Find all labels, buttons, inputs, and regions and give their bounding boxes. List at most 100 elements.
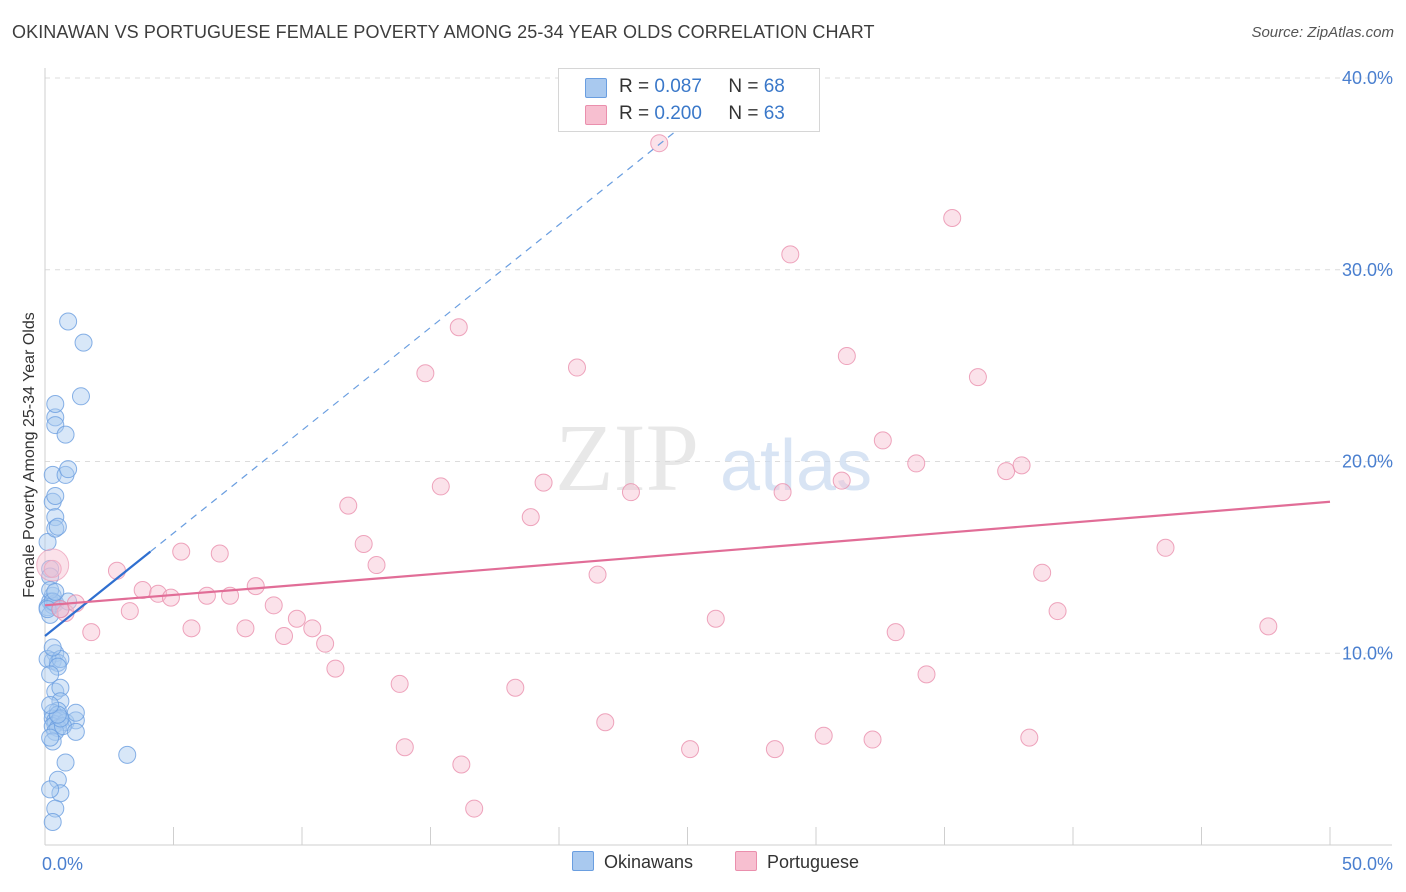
portuguese-point	[837, 347, 856, 366]
y-tick-label: 20.0%	[1342, 452, 1393, 472]
axes	[44, 68, 1392, 846]
okinawans-point	[41, 728, 60, 747]
portuguese-point	[161, 588, 180, 607]
x-tick-label: 0.0%	[42, 854, 83, 874]
okinawans-point	[46, 394, 65, 413]
portuguese-point	[621, 483, 640, 502]
portuguese-point	[303, 619, 322, 638]
okinawans-point	[41, 665, 60, 684]
stats-legend: R = 0.087 N = 68 R = 0.200 N = 63	[558, 68, 820, 132]
portuguese-point	[82, 623, 101, 642]
portuguese-point	[452, 755, 471, 774]
okinawans-point	[56, 425, 75, 444]
portuguese-point	[506, 678, 525, 697]
okinawans-point	[56, 753, 75, 772]
portuguese-point	[773, 483, 792, 502]
okinawans-point	[38, 533, 57, 552]
legend-n-label: N =	[728, 76, 759, 97]
portuguese-point	[390, 674, 409, 693]
portuguese-point	[943, 208, 962, 227]
portuguese-point	[907, 454, 926, 473]
legend-r-value: 0.200	[654, 103, 702, 124]
legend-r-value: 0.087	[654, 76, 702, 97]
portuguese-point	[1033, 563, 1052, 582]
okinawans-point	[48, 705, 67, 724]
okinawans-point	[46, 408, 65, 427]
bottom-legend-okinawans[interactable]: Okinawans	[572, 851, 693, 873]
portuguese-point	[367, 556, 386, 575]
okinawans-point	[46, 487, 65, 506]
chart-title: OKINAWAN VS PORTUGUESE FEMALE POVERTY AM…	[12, 22, 875, 42]
portuguese-point	[449, 318, 468, 337]
okinawans-trend-line	[44, 550, 152, 637]
okinawans-point	[66, 722, 85, 741]
portuguese-point-large	[36, 548, 70, 582]
portuguese-point	[316, 634, 335, 653]
okinawans-point	[48, 517, 67, 536]
y-tick-label: 30.0%	[1342, 260, 1393, 280]
portuguese-point	[917, 665, 936, 684]
watermark-atlas: atlas	[720, 426, 872, 506]
portuguese-point	[681, 740, 700, 759]
legend-n-value: 68	[763, 76, 785, 97]
portuguese-point	[1156, 538, 1175, 557]
legend-swatch-okinawans	[585, 78, 607, 98]
legend-n-value: 63	[763, 103, 785, 124]
portuguese-point	[1259, 617, 1278, 636]
gridlines	[45, 77, 1392, 654]
y-tick-label: 10.0%	[1342, 643, 1393, 663]
okinawans-point	[66, 703, 85, 722]
okinawans-point	[59, 460, 78, 479]
portuguese-point	[172, 542, 191, 561]
okinawans-point	[51, 678, 70, 697]
portuguese-point	[596, 713, 615, 732]
legend-swatch-portuguese	[585, 105, 607, 125]
portuguese-point	[1012, 456, 1031, 475]
okinawans-point	[46, 519, 65, 538]
portuguese-point	[873, 431, 892, 450]
portuguese-point	[567, 358, 586, 377]
portuguese-point	[236, 619, 255, 638]
legend-n-label: N =	[728, 103, 759, 124]
portuguese-point	[339, 496, 358, 515]
okinawans-point	[71, 387, 90, 406]
portuguese-point	[197, 586, 216, 605]
okinawans-point	[118, 745, 137, 764]
portuguese-point	[706, 609, 725, 628]
portuguese-point	[814, 726, 833, 745]
portuguese-point	[588, 565, 607, 584]
y-tick-label: 40.0%	[1342, 68, 1393, 88]
portuguese-point	[997, 462, 1016, 481]
x-tick-label: 50.0%	[1342, 854, 1393, 874]
portuguese-point	[1048, 602, 1067, 621]
portuguese-point	[210, 544, 229, 563]
portuguese-point	[416, 364, 435, 383]
okinawans-point	[43, 638, 62, 657]
portuguese-point	[863, 730, 882, 749]
okinawans-point	[48, 770, 67, 789]
legend-swatch-okinawans	[572, 851, 594, 871]
portuguese-point	[326, 659, 345, 678]
okinawans-point	[48, 657, 67, 676]
portuguese-point	[120, 602, 139, 621]
portuguese-point	[264, 596, 283, 615]
portuguese-point	[650, 134, 669, 153]
okinawans-point	[43, 812, 62, 831]
okinawans-point	[74, 333, 93, 352]
okinawans-points	[38, 312, 137, 831]
bottom-legend-portuguese[interactable]: Portuguese	[735, 851, 859, 873]
portuguese-point	[182, 619, 201, 638]
legend-r-label: R =	[619, 103, 650, 124]
legend-swatch-portuguese	[735, 851, 757, 871]
source-label: Source: ZipAtlas.com	[1251, 24, 1394, 41]
okinawans-point	[46, 799, 65, 818]
portuguese-point	[465, 799, 484, 818]
trend-lines	[44, 125, 1331, 637]
okinawans-point	[59, 312, 78, 331]
portuguese-point	[395, 738, 414, 757]
okinawans-point	[46, 582, 65, 601]
portuguese-point	[275, 626, 294, 645]
okinawans-point	[38, 650, 57, 669]
okinawans-trend-extension	[149, 125, 683, 553]
